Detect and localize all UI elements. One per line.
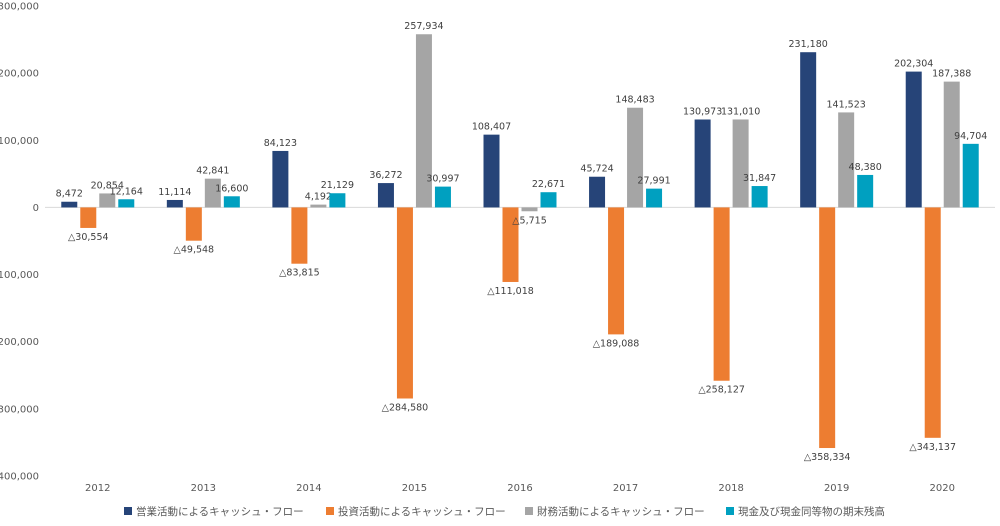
x-tick-label: 2017: [613, 483, 638, 494]
data-label: 130,973: [683, 106, 722, 117]
bar-2-2016: [502, 207, 519, 282]
y-tick-label: -300,000: [0, 404, 39, 415]
legend-swatch-2: [326, 507, 334, 515]
bar-1-2015: [377, 183, 394, 208]
data-label: 16,600: [215, 183, 248, 194]
y-tick-label: 100,000: [0, 136, 39, 147]
data-label: 131,010: [721, 106, 760, 117]
y-tick-label: 300,000: [0, 2, 39, 13]
bar-3-2012: [99, 193, 116, 208]
bar-4-2017: [646, 188, 663, 208]
bar-1-2016: [483, 134, 500, 208]
bar-4-2016: [540, 192, 557, 208]
data-label: 8,472: [56, 189, 83, 200]
bar-1-2013: [166, 199, 183, 208]
x-tick-label: 2019: [824, 483, 849, 494]
data-label: △189,088: [593, 338, 640, 349]
data-label: 30,997: [426, 174, 459, 185]
legend-swatch-1: [124, 507, 132, 515]
bar-4-2015: [434, 186, 451, 208]
bar-2-2015: [396, 207, 413, 399]
data-label: 27,991: [637, 176, 670, 187]
bar-3-2019: [838, 112, 855, 208]
bar-1-2012: [61, 201, 78, 208]
bar-1-2019: [800, 52, 817, 208]
bar-3-2014: [310, 204, 327, 208]
bar-1-2018: [694, 119, 711, 208]
y-tick-label: 200,000: [0, 69, 39, 80]
bar-4-2014: [329, 193, 346, 208]
data-label: 231,180: [789, 39, 828, 50]
x-tick-label: 2020: [929, 483, 954, 494]
data-label: 4,192: [305, 192, 332, 203]
bar-1-2020: [905, 71, 922, 208]
bar-4-2019: [857, 174, 874, 208]
x-tick-label: 2016: [507, 483, 532, 494]
legend-swatch-3: [525, 507, 533, 515]
bar-2-2020: [924, 207, 941, 438]
data-label: △5,715: [512, 215, 547, 226]
data-label: △343,137: [909, 442, 956, 453]
x-tick-label: 2018: [718, 483, 743, 494]
y-tick-label: -400,000: [0, 472, 39, 483]
legend-label-3: 財務活動によるキャッシュ・フロー: [537, 505, 705, 518]
data-label: 187,388: [932, 69, 971, 80]
legend-label-4: 現金及び現金同等物の期末残高: [738, 505, 885, 518]
data-label: △284,580: [382, 403, 429, 414]
data-label: △30,554: [68, 232, 109, 243]
bar-3-2018: [732, 119, 749, 208]
bar-2-2012: [80, 207, 97, 228]
x-tick-label: 2013: [191, 483, 216, 494]
bar-4-2018: [751, 186, 768, 208]
data-label: 42,841: [196, 166, 229, 177]
bar-2-2017: [608, 207, 625, 335]
data-label: 22,671: [532, 179, 565, 190]
bar-1-2017: [589, 176, 606, 208]
bar-3-2016: [521, 207, 538, 212]
legend-label-2: 投資活動によるキャッシュ・フロー: [338, 505, 506, 518]
legend-swatch-4: [726, 507, 734, 515]
bar-2-2013: [185, 207, 202, 241]
bar-2-2014: [291, 207, 308, 264]
bar-4-2020: [962, 143, 979, 208]
x-tick-label: 2014: [296, 483, 321, 494]
data-label: 12,164: [110, 186, 143, 197]
y-tick-label: -200,000: [0, 337, 39, 348]
data-label: 84,123: [264, 138, 297, 149]
bar-4-2013: [223, 196, 240, 208]
data-label: 202,304: [894, 59, 933, 70]
data-label: 11,114: [158, 187, 191, 198]
data-label: △258,127: [698, 385, 745, 396]
y-tick-label: 0: [33, 203, 39, 214]
data-label: 45,724: [580, 164, 613, 175]
data-label: △49,548: [174, 245, 215, 256]
data-label: 20,854: [91, 180, 124, 191]
legend-label-1: 営業活動によるキャッシュ・フロー: [136, 505, 304, 518]
data-label: 108,407: [472, 122, 511, 133]
x-tick-label: 2015: [402, 483, 427, 494]
bar-2-2018: [713, 207, 730, 381]
bar-3-2013: [204, 178, 221, 208]
data-label: 257,934: [404, 21, 443, 32]
data-label: △111,018: [487, 286, 534, 297]
data-label: △358,334: [804, 452, 851, 463]
x-tick-label: 2012: [85, 483, 110, 494]
bar-3-2017: [627, 107, 644, 208]
data-label: 141,523: [827, 99, 866, 110]
data-label: △83,815: [279, 268, 320, 279]
bar-1-2014: [272, 150, 289, 208]
data-label: 48,380: [849, 162, 882, 173]
bar-3-2020: [943, 81, 960, 208]
data-label: 148,483: [615, 95, 654, 106]
bar-2-2019: [819, 207, 836, 449]
bar-4-2012: [118, 199, 135, 208]
data-label: 21,129: [321, 180, 354, 191]
data-label: 31,847: [743, 173, 776, 184]
data-label: 94,704: [954, 131, 987, 142]
y-tick-label: -100,000: [0, 270, 39, 281]
bar-3-2015: [415, 34, 432, 208]
data-label: 36,272: [369, 170, 402, 181]
